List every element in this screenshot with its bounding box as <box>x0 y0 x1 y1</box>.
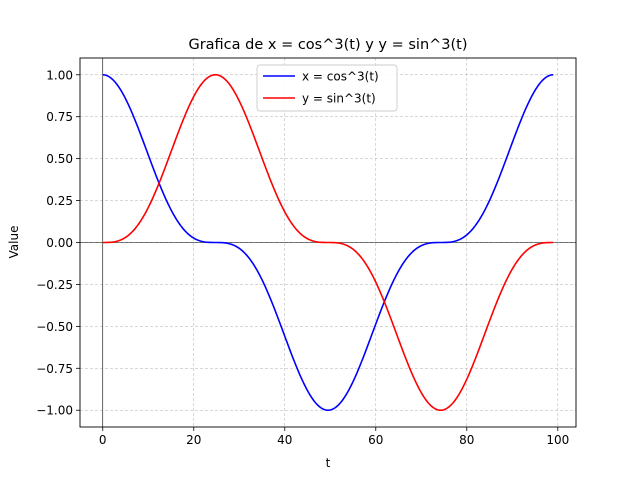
x-tick-label: 80 <box>459 433 474 447</box>
series-layer <box>102 73 554 412</box>
y-tick-label: 0.00 <box>46 236 73 250</box>
x-tick-label: 100 <box>546 433 569 447</box>
x-axis-ticks: 0 20 40 60 80 100 <box>99 427 569 447</box>
y-tick-label: −0.25 <box>36 278 73 292</box>
legend-label-sin: y = sin^3(t) <box>302 92 376 106</box>
y-tick-label: −1.00 <box>36 404 73 418</box>
y-tick-label: −0.75 <box>36 362 73 376</box>
y-tick-label: 1.00 <box>46 68 73 82</box>
y-axis-label: Value <box>7 226 21 259</box>
chart-title: Grafica de x = cos^3(t) y y = sin^3(t) <box>188 37 467 53</box>
x-axis-label: t <box>326 456 331 470</box>
y-tick-label: −0.50 <box>36 320 73 334</box>
y-tick-label: 0.50 <box>46 152 73 166</box>
x-tick-label: 40 <box>277 433 292 447</box>
x-tick-label: 0 <box>99 433 107 447</box>
y-tick-label: 0.25 <box>46 194 73 208</box>
legend: x = cos^3(t) y = sin^3(t) <box>256 64 398 112</box>
x-tick-label: 60 <box>368 433 383 447</box>
legend-label-cos: x = cos^3(t) <box>302 70 379 84</box>
series-line-cos <box>102 73 554 412</box>
y-tick-label: 0.75 <box>46 110 73 124</box>
x-tick-label: 20 <box>186 433 201 447</box>
series-line-sin <box>102 73 554 412</box>
y-axis-ticks: −1.00 −0.75 −0.50 −0.25 0.00 0.25 0.50 0.75 1.00 <box>36 68 80 418</box>
